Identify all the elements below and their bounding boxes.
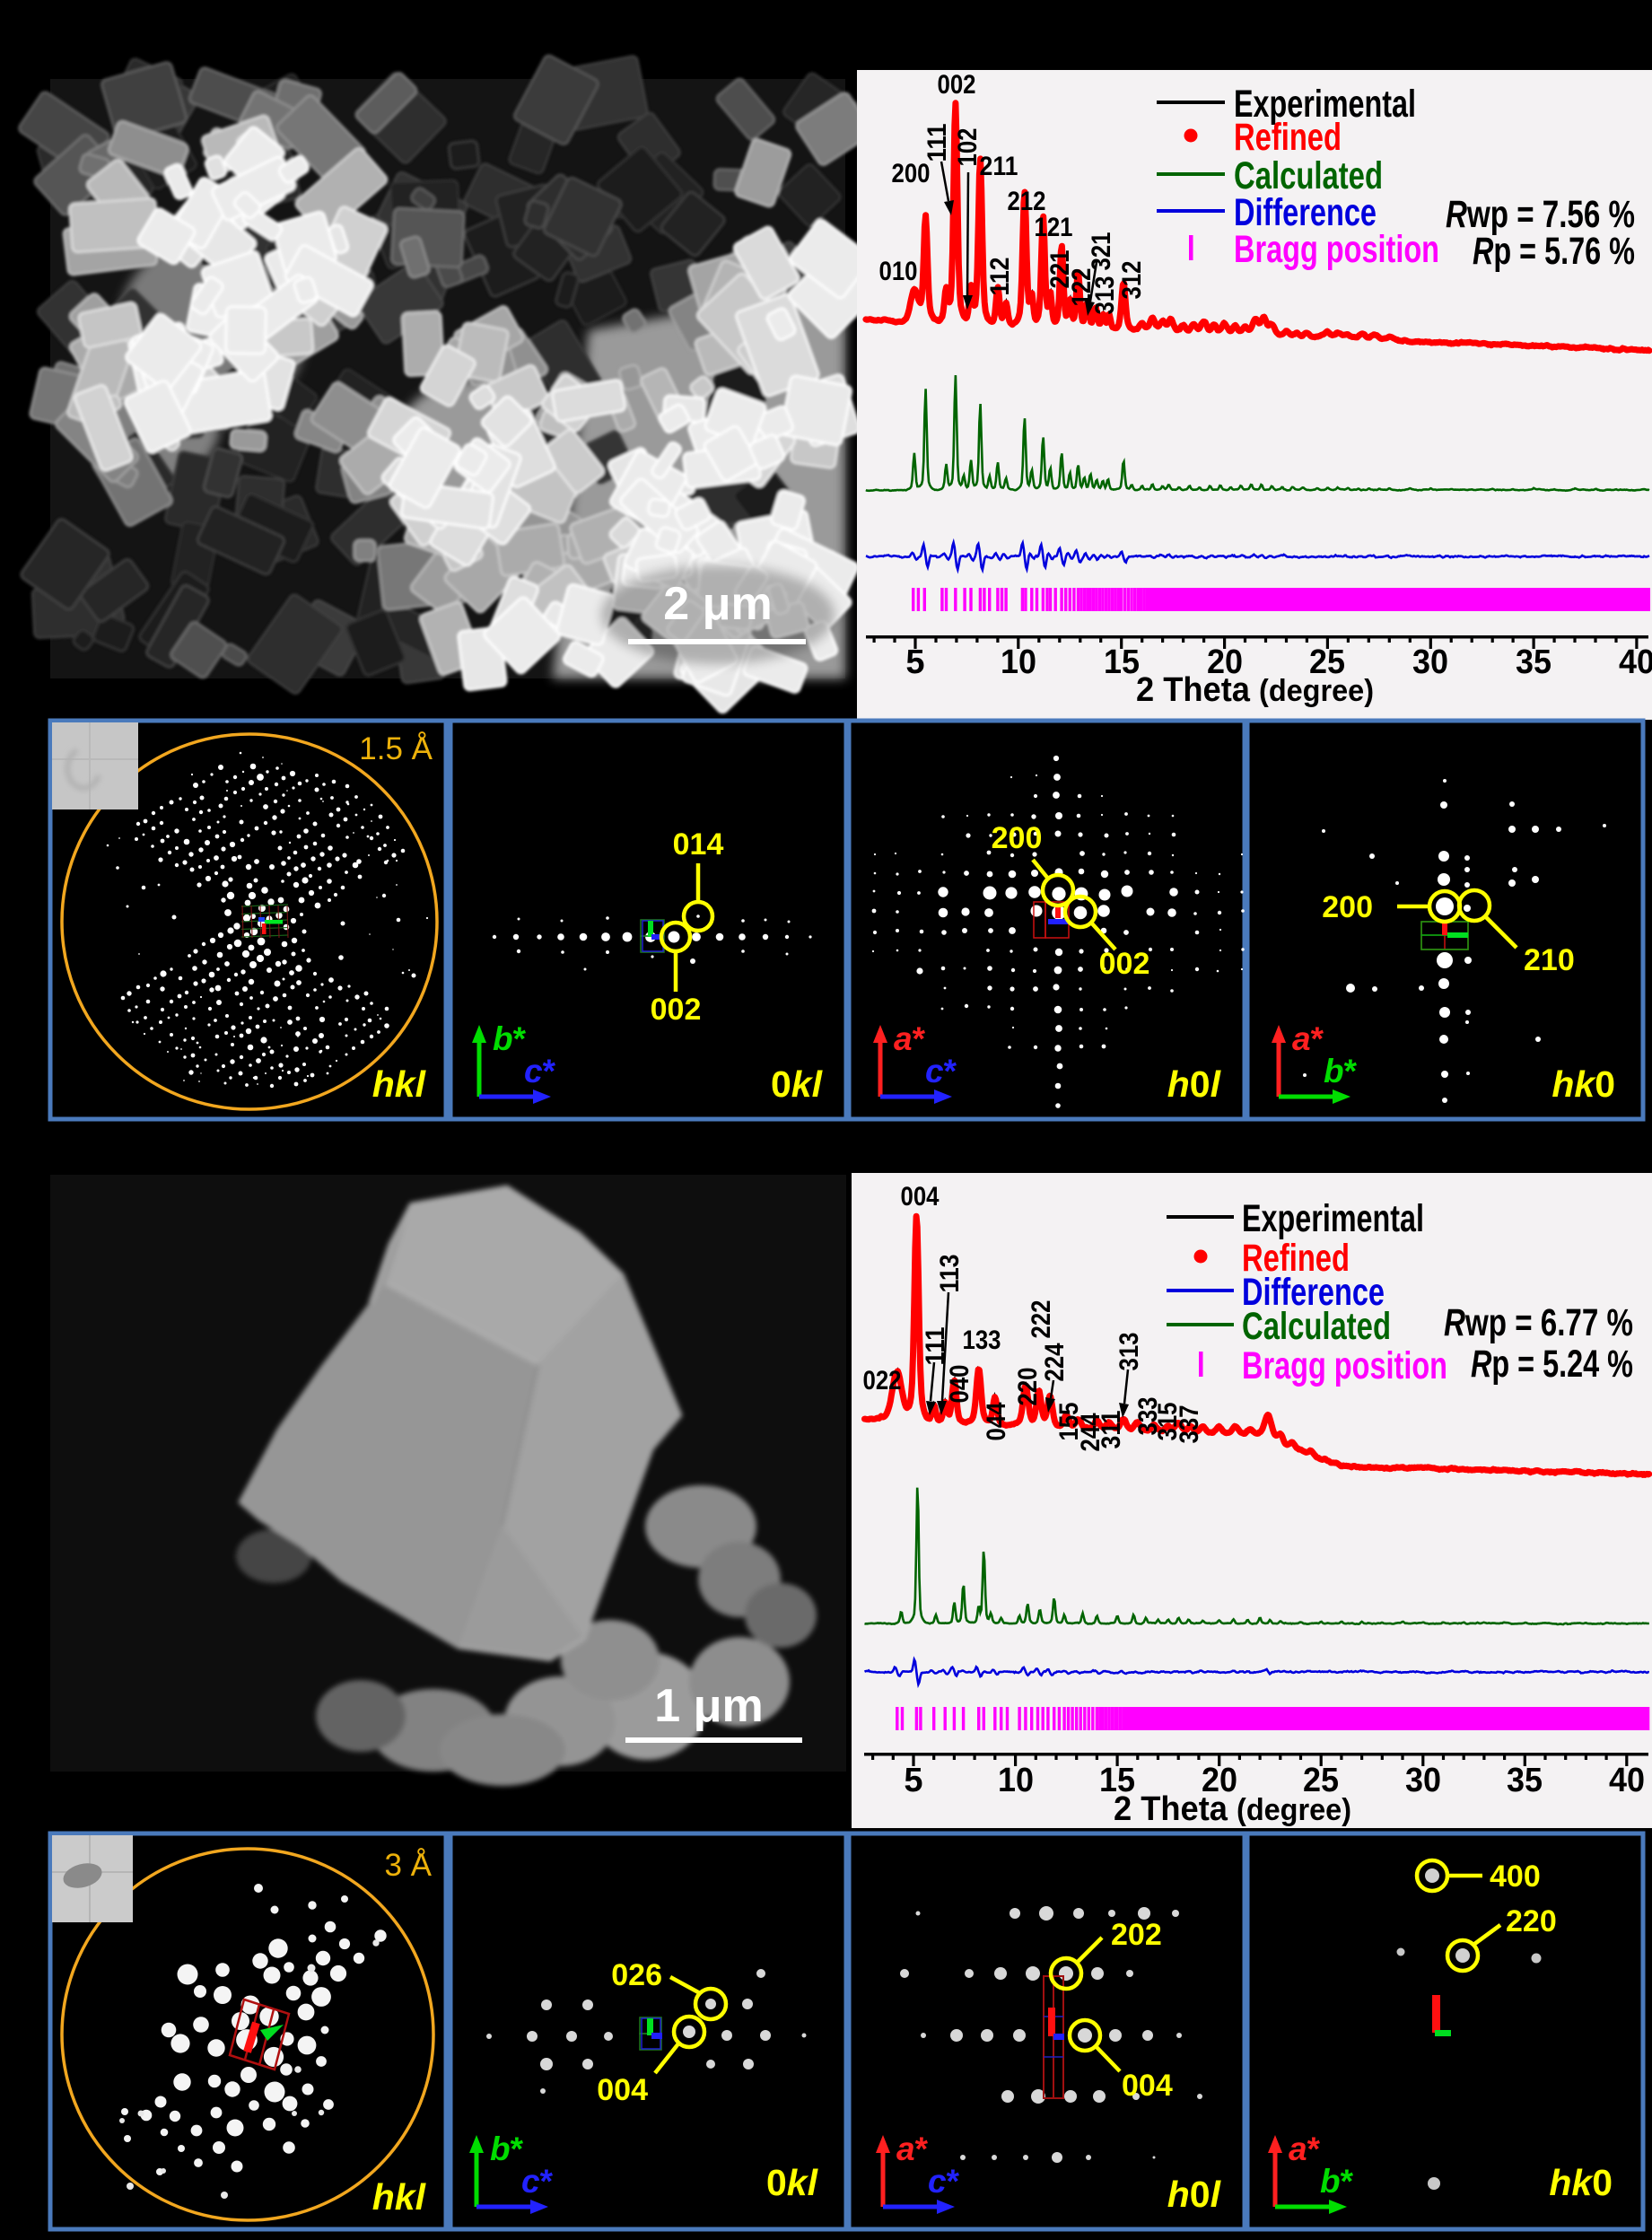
svg-text:25: 25 — [1303, 1762, 1339, 1799]
svg-text:35: 35 — [1516, 643, 1551, 681]
svg-text:Difference: Difference — [1234, 191, 1377, 234]
svg-text:hkl: hkl — [372, 1063, 427, 1105]
svg-text:Rwp = 6.77 %: Rwp = 6.77 % — [1444, 1301, 1633, 1344]
svg-text:c*: c* — [524, 1053, 556, 1089]
svg-text:h0l: h0l — [1167, 2174, 1222, 2215]
svg-text:Experimental: Experimental — [1234, 83, 1416, 126]
svg-text:Rp = 5.76 %: Rp = 5.76 % — [1473, 230, 1635, 273]
svg-text:hk0: hk0 — [1551, 1063, 1615, 1105]
svg-text:20: 20 — [1202, 1762, 1237, 1799]
svg-text:200: 200 — [992, 821, 1043, 855]
svg-text:311: 311 — [1097, 1411, 1126, 1449]
svg-text:2 μm: 2 μm — [663, 578, 772, 630]
svg-text:321: 321 — [1087, 232, 1116, 271]
svg-text:Difference: Difference — [1242, 1271, 1385, 1314]
svg-text:b*: b* — [1320, 2163, 1354, 2200]
svg-text:3 Å: 3 Å — [384, 1848, 432, 1883]
svg-text:002: 002 — [1099, 947, 1150, 981]
svg-text:004: 004 — [597, 2073, 648, 2107]
svg-text:244: 244 — [1076, 1413, 1106, 1451]
svg-text:212: 212 — [1008, 187, 1046, 216]
svg-text:Bragg position: Bragg position — [1234, 228, 1439, 271]
svg-text:102: 102 — [953, 128, 983, 167]
svg-text:Calculated: Calculated — [1242, 1305, 1391, 1348]
svg-text:a*: a* — [1289, 2131, 1321, 2167]
svg-text:a*: a* — [1292, 1020, 1324, 1057]
svg-text:337: 337 — [1175, 1405, 1204, 1444]
svg-text:c*: c* — [925, 1053, 957, 1089]
svg-text:220: 220 — [1013, 1368, 1043, 1406]
svg-text:210: 210 — [1524, 943, 1575, 977]
svg-text:Bragg position: Bragg position — [1242, 1344, 1447, 1387]
svg-text:35: 35 — [1507, 1762, 1543, 1799]
svg-text:2 Theta (degree): 2 Theta (degree) — [1136, 671, 1374, 709]
svg-text:313: 313 — [1090, 276, 1120, 315]
svg-text:30: 30 — [1405, 1762, 1441, 1799]
svg-text:220: 220 — [1506, 1904, 1557, 1938]
svg-text:010: 010 — [879, 257, 918, 286]
svg-text:40: 40 — [1619, 643, 1652, 681]
svg-text:155: 155 — [1054, 1403, 1084, 1441]
svg-text:002: 002 — [938, 70, 976, 100]
svg-text:hk0: hk0 — [1549, 2162, 1613, 2203]
svg-text:5: 5 — [904, 1762, 922, 1799]
svg-text:200: 200 — [1322, 890, 1373, 924]
svg-text:1.5 Å: 1.5 Å — [359, 731, 433, 766]
svg-text:112: 112 — [985, 258, 1015, 296]
svg-text:002: 002 — [651, 993, 702, 1027]
svg-text:040: 040 — [945, 1365, 975, 1404]
svg-text:333: 333 — [1133, 1397, 1163, 1436]
svg-text:Refined: Refined — [1234, 116, 1342, 159]
svg-text:c*: c* — [521, 2163, 554, 2200]
svg-text:400: 400 — [1490, 1859, 1541, 1894]
svg-text:20: 20 — [1207, 643, 1243, 681]
svg-text:004: 004 — [901, 1182, 940, 1212]
svg-text:Experimental: Experimental — [1242, 1197, 1424, 1240]
svg-text:2 Theta (degree): 2 Theta (degree) — [1114, 1790, 1351, 1828]
svg-text:b*: b* — [1324, 1053, 1358, 1089]
svg-text:211: 211 — [980, 152, 1018, 181]
svg-text:h0l: h0l — [1167, 1063, 1222, 1105]
svg-text:30: 30 — [1412, 643, 1448, 681]
svg-text:15: 15 — [1104, 643, 1140, 681]
svg-text:111: 111 — [922, 124, 952, 162]
svg-text:1 μm: 1 μm — [654, 1680, 763, 1732]
svg-text:224: 224 — [1040, 1343, 1070, 1381]
svg-text:hkl: hkl — [372, 2176, 427, 2218]
svg-text:Rp = 5.24 %: Rp = 5.24 % — [1471, 1343, 1633, 1386]
svg-text:Rwp = 7.56 %: Rwp = 7.56 % — [1446, 193, 1635, 236]
svg-text:40: 40 — [1609, 1762, 1645, 1799]
svg-text:313: 313 — [1114, 1333, 1144, 1371]
svg-text:0kl: 0kl — [771, 1063, 824, 1105]
svg-text:022: 022 — [863, 1366, 902, 1396]
svg-text:121: 121 — [1035, 213, 1073, 242]
svg-text:Calculated: Calculated — [1234, 154, 1383, 197]
svg-text:202: 202 — [1111, 1918, 1162, 1952]
svg-text:b*: b* — [493, 1020, 527, 1057]
svg-text:004: 004 — [1122, 2069, 1173, 2103]
svg-text:0kl: 0kl — [766, 2162, 819, 2203]
svg-text:133: 133 — [963, 1326, 1001, 1355]
svg-text:a*: a* — [896, 2131, 929, 2167]
svg-text:10: 10 — [1001, 643, 1036, 681]
svg-text:312: 312 — [1117, 261, 1147, 300]
svg-text:b*: b* — [490, 2131, 524, 2167]
svg-text:014: 014 — [673, 827, 724, 862]
svg-text:Refined: Refined — [1242, 1237, 1350, 1280]
svg-text:113: 113 — [935, 1255, 965, 1293]
svg-text:315: 315 — [1153, 1403, 1183, 1441]
svg-text:222: 222 — [1027, 1300, 1056, 1339]
svg-text:044: 044 — [982, 1402, 1011, 1440]
svg-text:200: 200 — [892, 159, 931, 188]
svg-text:221: 221 — [1045, 250, 1075, 289]
svg-text:026: 026 — [611, 1958, 662, 1992]
svg-text:10: 10 — [998, 1762, 1034, 1799]
svg-text:5: 5 — [905, 643, 924, 681]
svg-text:15: 15 — [1099, 1762, 1135, 1799]
svg-text:25: 25 — [1309, 643, 1345, 681]
svg-text:a*: a* — [894, 1020, 926, 1057]
svg-text:c*: c* — [928, 2163, 960, 2200]
